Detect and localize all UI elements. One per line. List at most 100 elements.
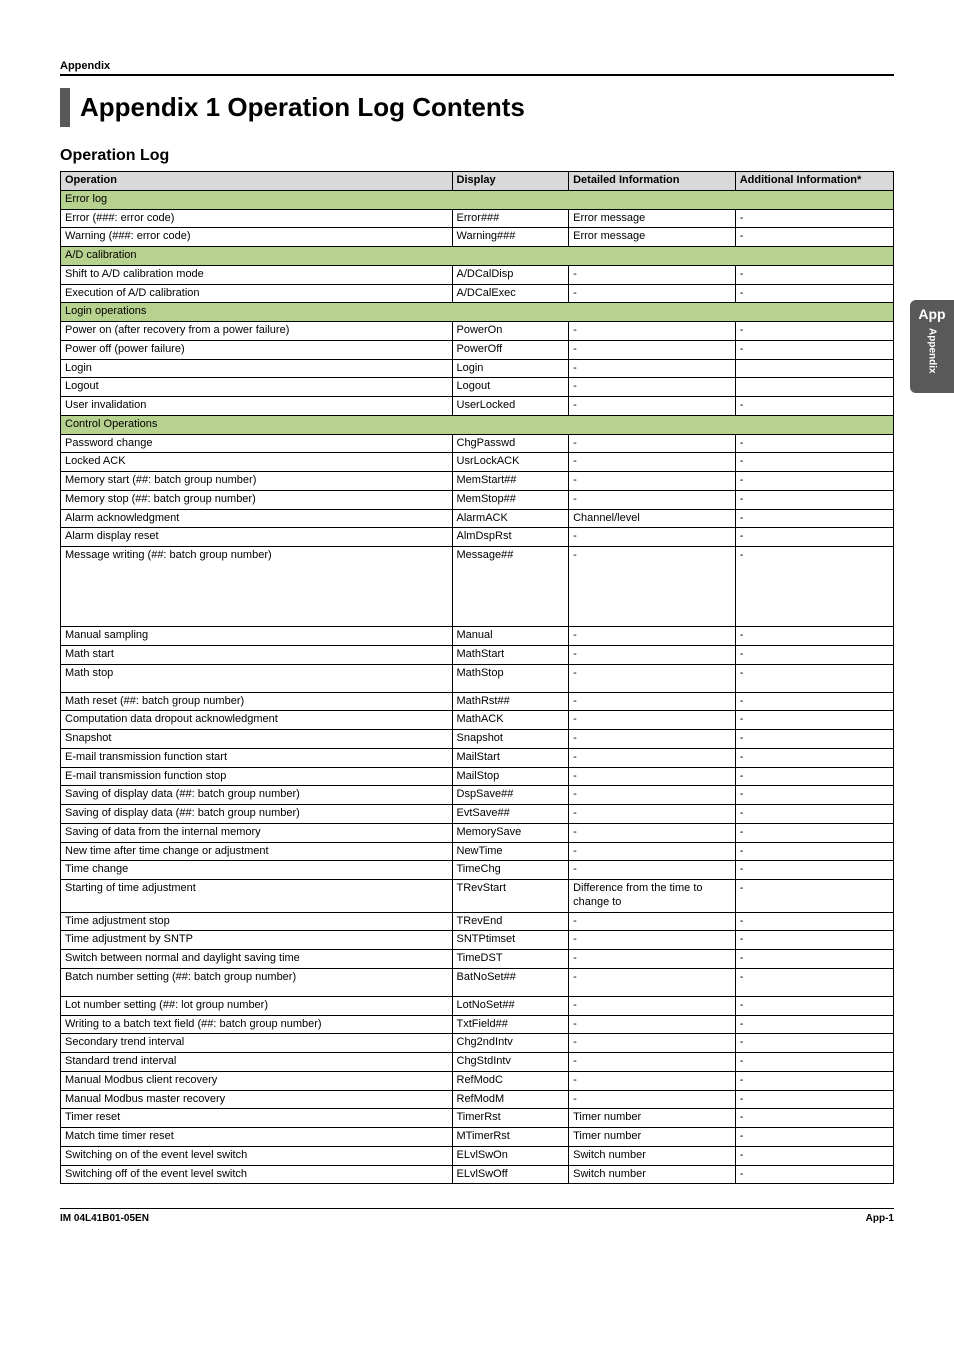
cell-det: - — [569, 528, 736, 547]
cell-disp: RefModC — [452, 1071, 569, 1090]
cell-op: Execution of A/D calibration — [61, 284, 453, 303]
table-row: Error log — [61, 190, 894, 209]
table-header-row: Operation Display Detailed Information A… — [61, 172, 894, 191]
cell-op: Logout — [61, 378, 453, 397]
cell-add: - — [735, 434, 893, 453]
table-row: Execution of A/D calibrationA/DCalExec-- — [61, 284, 894, 303]
cell-op: Login — [61, 359, 453, 378]
table-row: Manual Modbus master recoveryRefModM-- — [61, 1090, 894, 1109]
cell-op: Time change — [61, 861, 453, 880]
cell-det: Error message — [569, 228, 736, 247]
cell-op: Batch number setting (##: batch group nu… — [61, 968, 453, 996]
cell-add: - — [735, 861, 893, 880]
cell-add: - — [735, 1071, 893, 1090]
cell-add: - — [735, 692, 893, 711]
cell-op: Saving of display data (##: batch group … — [61, 805, 453, 824]
cell-det: - — [569, 842, 736, 861]
group-cell: Error log — [61, 190, 894, 209]
cell-det: Channel/level — [569, 509, 736, 528]
cell-disp: ELvlSwOn — [452, 1146, 569, 1165]
footer-right: App-1 — [866, 1213, 894, 1224]
table-row: LoginLogin- — [61, 359, 894, 378]
cell-op: Standard trend interval — [61, 1053, 453, 1072]
cell-op: Message writing (##: batch group number) — [61, 547, 453, 627]
cell-op: New time after time change or adjustment — [61, 842, 453, 861]
cell-add: - — [735, 1015, 893, 1034]
cell-add: - — [735, 968, 893, 996]
cell-det: - — [569, 472, 736, 491]
cell-disp: MathStart — [452, 645, 569, 664]
cell-disp: EvtSave## — [452, 805, 569, 824]
cell-disp: A/DCalDisp — [452, 265, 569, 284]
table-row: Standard trend intervalChgStdIntv-- — [61, 1053, 894, 1072]
cell-op: Math start — [61, 645, 453, 664]
cell-disp: NewTime — [452, 842, 569, 861]
cell-det: - — [569, 1034, 736, 1053]
group-cell: A/D calibration — [61, 247, 894, 266]
cell-op: Saving of data from the internal memory — [61, 823, 453, 842]
table-row: Login operations — [61, 303, 894, 322]
cell-add: - — [735, 1146, 893, 1165]
cell-disp: Login — [452, 359, 569, 378]
cell-disp: MathACK — [452, 711, 569, 730]
cell-disp: A/DCalExec — [452, 284, 569, 303]
cell-add: - — [735, 284, 893, 303]
cell-disp: TRevEnd — [452, 912, 569, 931]
cell-op: Power off (power failure) — [61, 340, 453, 359]
table-row: Writing to a batch text field (##: batch… — [61, 1015, 894, 1034]
table-row: A/D calibration — [61, 247, 894, 266]
cell-add: - — [735, 472, 893, 491]
cell-op: Time adjustment stop — [61, 912, 453, 931]
cell-add: - — [735, 748, 893, 767]
cell-op: Time adjustment by SNTP — [61, 931, 453, 950]
cell-disp: Warning### — [452, 228, 569, 247]
cell-add: - — [735, 340, 893, 359]
table-row: Switching on of the event level switchEL… — [61, 1146, 894, 1165]
cell-disp: MemorySave — [452, 823, 569, 842]
cell-op: Starting of time adjustment — [61, 880, 453, 913]
cell-add: - — [735, 528, 893, 547]
table-row: Secondary trend intervalChg2ndIntv-- — [61, 1034, 894, 1053]
table-row: Time adjustment by SNTPSNTPtimset-- — [61, 931, 894, 950]
cell-disp: Chg2ndIntv — [452, 1034, 569, 1053]
cell-disp: Error### — [452, 209, 569, 228]
cell-add: - — [735, 322, 893, 341]
cell-det: - — [569, 434, 736, 453]
cell-op: Computation data dropout acknowledgment — [61, 711, 453, 730]
cell-add: - — [735, 265, 893, 284]
cell-disp: LotNoSet## — [452, 996, 569, 1015]
cell-add: - — [735, 767, 893, 786]
cell-det: - — [569, 359, 736, 378]
cell-disp: AlmDspRst — [452, 528, 569, 547]
cell-disp: MemStart## — [452, 472, 569, 491]
cell-det: - — [569, 1071, 736, 1090]
cell-det: - — [569, 322, 736, 341]
section-label: Appendix — [60, 60, 894, 76]
cell-add — [735, 378, 893, 397]
table-row: Alarm display resetAlmDspRst-- — [61, 528, 894, 547]
cell-det: - — [569, 931, 736, 950]
cell-disp: ChgPasswd — [452, 434, 569, 453]
cell-disp: SNTPtimset — [452, 931, 569, 950]
cell-det: - — [569, 284, 736, 303]
cell-det: - — [569, 627, 736, 646]
table-row: Control Operations — [61, 415, 894, 434]
table-row: SnapshotSnapshot-- — [61, 730, 894, 749]
cell-add: - — [735, 645, 893, 664]
table-row: Switch between normal and daylight savin… — [61, 950, 894, 969]
cell-add: - — [735, 627, 893, 646]
table-row: Saving of data from the internal memoryM… — [61, 823, 894, 842]
table-row: Saving of display data (##: batch group … — [61, 786, 894, 805]
table-row: Starting of time adjustmentTRevStartDiff… — [61, 880, 894, 913]
group-cell: Login operations — [61, 303, 894, 322]
cell-add: - — [735, 805, 893, 824]
cell-det: Timer number — [569, 1109, 736, 1128]
cell-disp: ChgStdIntv — [452, 1053, 569, 1072]
cell-op: Manual Modbus client recovery — [61, 1071, 453, 1090]
cell-det: - — [569, 950, 736, 969]
cell-det: - — [569, 912, 736, 931]
cell-op: Locked ACK — [61, 453, 453, 472]
cell-det: - — [569, 861, 736, 880]
cell-det: Switch number — [569, 1165, 736, 1184]
table-row: Switching off of the event level switchE… — [61, 1165, 894, 1184]
